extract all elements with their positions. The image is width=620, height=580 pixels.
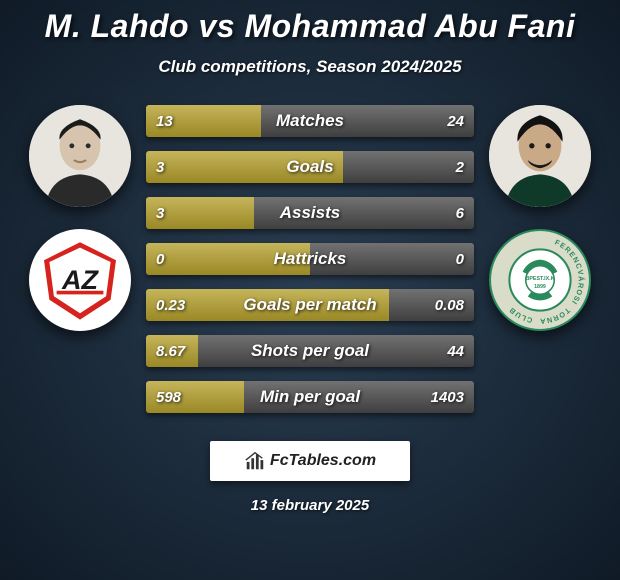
player-right-avatar: [489, 105, 591, 207]
player-right-silhouette-icon: [489, 105, 591, 207]
metric-bar-left: [146, 197, 254, 229]
left-side: AZ: [20, 105, 140, 331]
club-left-badge: AZ: [29, 229, 131, 331]
comparison-content: AZ Matches1324 Goals32 Assists36 Hattricks0…: [0, 105, 620, 413]
player-left-avatar: [29, 105, 131, 207]
metric-row: Goals per match0.230.08: [146, 289, 474, 321]
metric-bar-right: [198, 335, 474, 367]
metric-bar-left: [146, 151, 343, 183]
right-side: BPEST.IX.K 1899 FERENCVÁROSI TORNA CLUB: [480, 105, 600, 331]
ferencvaros-logo-icon: BPEST.IX.K 1899 FERENCVÁROSI TORNA CLUB: [489, 229, 591, 331]
metric-bars: Matches1324 Goals32 Assists36 Hattricks00 Go…: [140, 105, 480, 413]
chart-icon: [244, 450, 266, 472]
club-right-badge: BPEST.IX.K 1899 FERENCVÁROSI TORNA CLUB: [489, 229, 591, 331]
metric-bar-right: [244, 381, 474, 413]
svg-text:1899: 1899: [534, 284, 546, 290]
metric-bar-left: [146, 381, 244, 413]
svg-text:BPEST.IX.K: BPEST.IX.K: [526, 276, 555, 282]
az-logo-icon: AZ: [35, 235, 125, 325]
metric-row: Goals32: [146, 151, 474, 183]
metric-bar-right: [389, 289, 474, 321]
metric-bar-left: [146, 243, 310, 275]
metric-row: Shots per goal8.6744: [146, 335, 474, 367]
metric-row: Min per goal5981403: [146, 381, 474, 413]
metric-row: Matches1324: [146, 105, 474, 137]
footer-brand-badge: FcTables.com: [210, 441, 410, 481]
metric-row: Hattricks00: [146, 243, 474, 275]
metric-row: Assists36: [146, 197, 474, 229]
metric-bar-left: [146, 289, 389, 321]
metric-bar-right: [254, 197, 474, 229]
page-subtitle: Club competitions, Season 2024/2025: [0, 57, 620, 77]
metric-bar-left: [146, 105, 261, 137]
svg-text:AZ: AZ: [61, 265, 99, 295]
metric-bar-right: [261, 105, 474, 137]
player-left-silhouette-icon: [29, 105, 131, 207]
metric-bar-right: [343, 151, 474, 183]
metric-bar-left: [146, 335, 198, 367]
page-title: M. Lahdo vs Mohammad Abu Fani: [0, 0, 620, 45]
footer-date: 13 february 2025: [0, 497, 620, 514]
footer-brand-text: FcTables.com: [270, 452, 376, 470]
metric-bar-right: [310, 243, 474, 275]
